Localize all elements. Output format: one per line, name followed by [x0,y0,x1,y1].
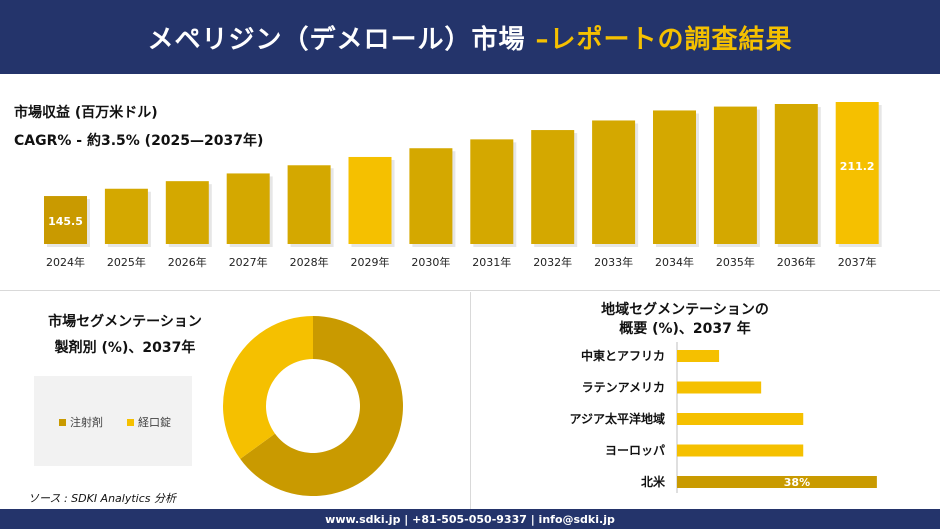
legend-label-injection: 注射剤 [70,416,103,429]
cagr-label: CAGR% - 約3.5% (2025—2037年) [14,133,264,149]
region-label: 北米 [641,474,666,489]
revenue-bar [713,106,757,244]
revenue-data-label: 211.2 [840,160,875,173]
revenue-bar-chart: 2024年 145.5 2025年 2026年 2027年 2028年 2029年 2030年… [44,102,882,269]
revenue-bar [835,102,879,244]
panel-divider [470,292,471,510]
revenue-bar [104,188,148,244]
source-note: ソース : SDKI Analytics 分析 [28,492,177,505]
region-title-line2: 概要 (%)、2037 年 [619,321,751,337]
revenue-bar [531,130,575,244]
revenue-tick-label: 2028年 [290,255,329,269]
revenue-bar [348,156,392,244]
donut-slice [240,316,403,496]
legend-label-tablet: 経口錠 [138,416,171,429]
donut-legend: 注射剤 経口錠 [34,376,192,466]
revenue-tick-label: 2026年 [168,255,207,269]
footer-contact: www.sdki.jp | +81-505-050-9337 | info@sd… [0,509,940,529]
legend-item-injection: 注射剤 [59,414,103,430]
revenue-bar [226,173,270,244]
revenue-bar [592,120,636,244]
revenue-tick-label: 2029年 [351,255,390,269]
region-title-line1: 地域セグメンテーションの [601,302,769,318]
donut-slice [223,316,313,459]
revenue-data-label: 145.5 [48,215,83,228]
legend-item-tablet: 経口錠 [127,414,171,430]
region-label: ラテンアメリカ [582,381,665,395]
revenue-bar [774,104,818,244]
page-title: メペリジン（デメロール）市場 –レポートの調査結果 [147,24,793,55]
revenue-tick-label: 2025年 [107,255,146,269]
revenue-tick-label: 2034年 [655,255,694,269]
revenue-tick-label: 2035年 [716,255,755,269]
legend-swatch-injection [59,418,66,426]
revenue-tick-label: 2037年 [838,255,877,269]
revenue-bar [44,196,87,244]
segment-title-line2: 製剤別 (%)、2037年 [54,340,196,356]
legend-swatch-tablet [127,418,134,426]
page-title-accent: –レポートの調査結果 [535,24,793,55]
header-banner: メペリジン（デメロール）市場 –レポートの調査結果 [0,0,940,74]
region-data-label: 38% [784,476,810,489]
region-bar [677,413,804,425]
region-label: 中東とアフリカ [581,348,665,363]
segment-title-line1: 市場セグメンテーション [48,314,202,330]
revenue-tick-label: 2027年 [229,255,268,269]
revenue-tick-label: 2032年 [533,255,572,269]
region-label: ヨーロッパ [605,444,665,458]
revenue-tick-label: 2030年 [411,255,450,269]
region-bar [677,350,720,362]
revenue-tick-label: 2031年 [472,255,511,269]
region-bar [677,476,877,488]
revenue-bar [287,165,331,244]
revenue-tick-label: 2024年 [46,255,85,269]
revenue-tick-label: 2036年 [777,255,816,269]
revenue-bar [165,181,209,244]
revenue-tick-label: 2033年 [594,255,633,269]
region-label: アジア太平洋地域 [569,411,665,426]
revenue-bar [470,139,514,244]
region-bar [677,444,804,457]
revenue-bar [653,110,696,245]
formulation-donut-chart [223,316,403,496]
revenue-bar [409,148,453,244]
revenue-label: 市場収益 (百万米ドル) [14,105,158,121]
region-bar [677,381,762,394]
section-divider [0,290,940,291]
